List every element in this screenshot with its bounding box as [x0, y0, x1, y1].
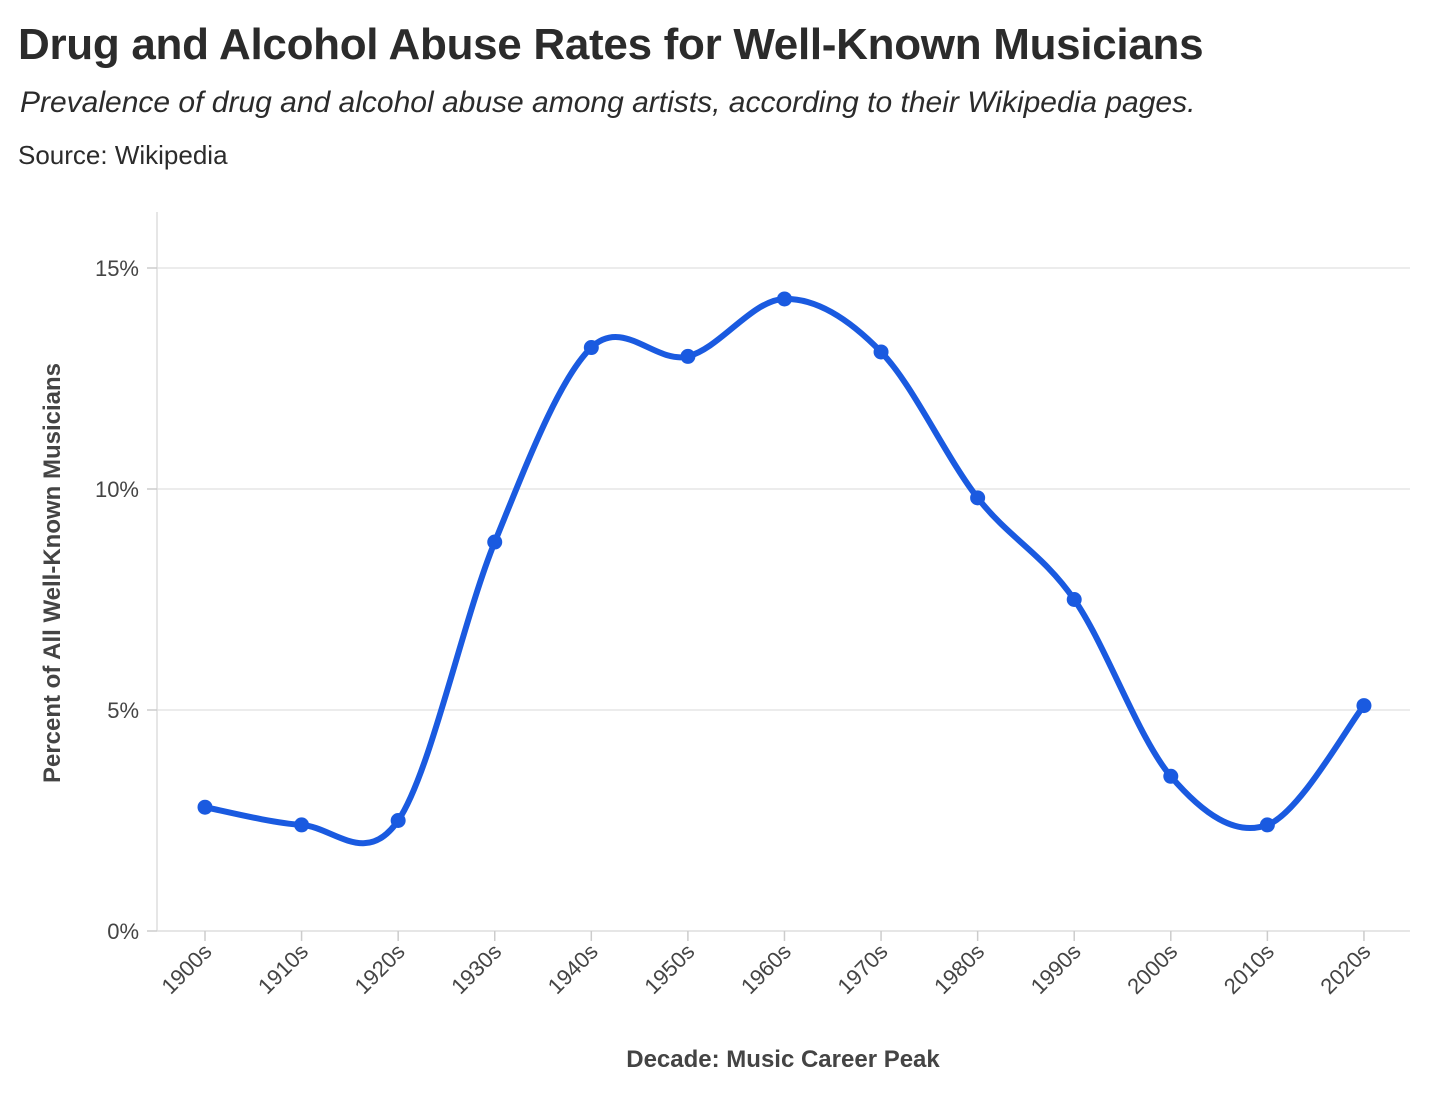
- x-tick-label: 1960s: [736, 939, 796, 999]
- x-tick-label: 1900s: [156, 939, 216, 999]
- y-tick-label: 15%: [95, 256, 139, 281]
- y-axis-title: Percent of All Well-Known Musicians: [39, 363, 66, 783]
- data-point-2000s: [1163, 768, 1179, 784]
- x-tick-label: 1980s: [929, 939, 989, 999]
- chart-source: Source: Wikipedia: [18, 140, 228, 170]
- x-tick-label: 1920s: [350, 939, 410, 999]
- x-tick-labels: 1900s 1910s 1920s 1930s 1940s 1950s 1960s 1970s…: [156, 939, 1375, 999]
- data-point-1980s: [970, 490, 986, 506]
- data-point-2010s: [1259, 817, 1275, 833]
- y-tick-label: 10%: [95, 477, 139, 502]
- x-tick-label: 1970s: [833, 939, 893, 999]
- x-tick-label: 2000s: [1122, 939, 1182, 999]
- data-point-1990s: [1066, 592, 1082, 607]
- x-tick-label: 1910s: [253, 939, 313, 999]
- data-point-1970s: [873, 344, 889, 360]
- data-point-1960s: [776, 291, 792, 307]
- grid-lines: [157, 267, 1410, 711]
- x-ticks: [204, 931, 1365, 941]
- y-tick-labels: 0% 5% 10% 15%: [95, 256, 157, 944]
- chart-subtitle: Prevalence of drug and alcohol abuse amo…: [20, 86, 1196, 119]
- x-tick-label: 1930s: [446, 939, 506, 999]
- data-point-1900s: [197, 799, 213, 815]
- data-point-1930s: [487, 534, 503, 550]
- x-tick-label: 2020s: [1315, 939, 1375, 999]
- x-tick-label: 1950s: [639, 939, 699, 999]
- x-tick-label: 1940s: [543, 939, 603, 999]
- data-point-1940s: [583, 340, 599, 356]
- x-tick-label: 2010s: [1219, 939, 1279, 999]
- series-line: [202, 295, 1367, 847]
- chart-title: Drug and Alcohol Abuse Rates for Well-Kn…: [18, 20, 1204, 69]
- series-group: [197, 291, 1372, 847]
- x-axis-title: Decade: Music Career Peak: [626, 1046, 940, 1073]
- data-point-1920s: [390, 813, 406, 828]
- x-tick-label: 1990s: [1026, 939, 1086, 999]
- y-tick-label: 0%: [107, 919, 139, 944]
- data-point-1910s: [294, 817, 310, 833]
- data-point-2020s: [1356, 698, 1372, 714]
- y-tick-label: 5%: [107, 698, 139, 723]
- data-point-1950s: [680, 348, 696, 364]
